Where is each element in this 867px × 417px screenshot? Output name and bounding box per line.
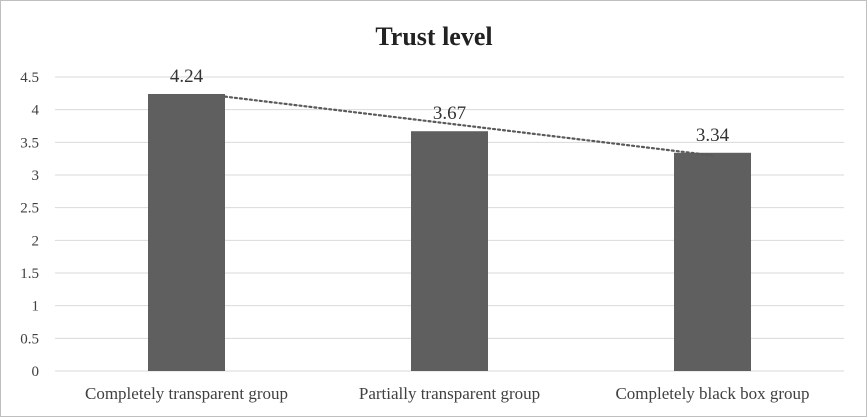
- x-category-label: Completely transparent group: [85, 384, 288, 403]
- chart-title: Trust level: [375, 22, 492, 51]
- bar: [411, 131, 488, 371]
- bars: [148, 93, 751, 371]
- x-axis-categories: Completely transparent group Partially tr…: [85, 384, 810, 403]
- y-axis-ticks: 0 0.5 1 1.5 2 2.5 3 3.5 4 4.5: [20, 70, 39, 380]
- y-tick-label: 0.5: [20, 331, 39, 347]
- data-label: 3.67: [433, 103, 466, 124]
- bar: [148, 93, 225, 371]
- x-category-label: Partially transparent group: [359, 384, 540, 403]
- y-tick-label: 0: [32, 364, 40, 380]
- data-labels: 4.24 3.67 3.34: [170, 66, 730, 146]
- y-tick-label: 2: [32, 233, 40, 249]
- data-label: 4.24: [170, 66, 204, 87]
- y-tick-label: 3: [32, 168, 40, 184]
- trendline: [223, 95, 714, 157]
- trendline-path: [223, 95, 714, 157]
- data-label: 3.34: [696, 125, 730, 146]
- y-tick-label: 4.5: [20, 70, 39, 86]
- bar: [674, 152, 751, 371]
- y-tick-label: 3.5: [20, 135, 39, 151]
- y-tick-label: 4: [32, 103, 40, 119]
- x-category-label: Completely black box group: [615, 384, 809, 403]
- y-tick-label: 1.5: [20, 266, 39, 282]
- y-tick-label: 2.5: [20, 201, 39, 217]
- y-tick-label: 1: [32, 299, 40, 315]
